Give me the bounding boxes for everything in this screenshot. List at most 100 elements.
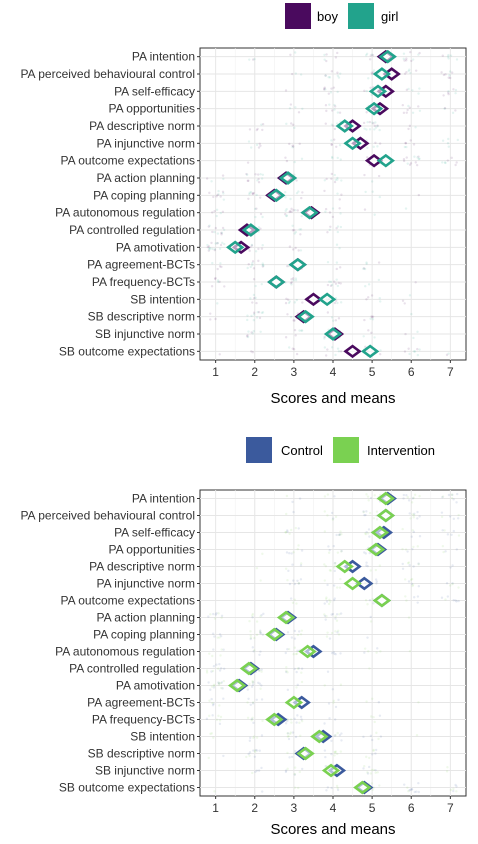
response-point xyxy=(363,651,366,654)
y-tick-label: SB injunctive norm xyxy=(95,764,195,778)
response-point xyxy=(299,228,303,231)
response-point xyxy=(251,351,255,354)
response-point xyxy=(260,177,264,180)
response-point xyxy=(401,527,404,531)
response-point xyxy=(295,352,299,356)
response-point xyxy=(369,569,372,572)
response-point xyxy=(299,249,303,252)
response-point xyxy=(451,111,455,115)
response-point xyxy=(402,57,405,61)
response-point xyxy=(373,494,376,497)
response-point xyxy=(336,230,340,234)
response-point xyxy=(336,731,339,735)
response-point xyxy=(331,319,335,322)
response-point xyxy=(441,529,444,532)
response-point xyxy=(366,772,370,775)
response-point xyxy=(324,207,328,211)
response-point xyxy=(447,90,450,93)
response-point xyxy=(452,789,455,793)
response-point xyxy=(403,350,407,353)
response-point xyxy=(338,207,341,210)
response-point xyxy=(411,547,414,551)
response-point xyxy=(339,282,342,285)
mean-marker-intervention xyxy=(265,627,284,642)
response-point xyxy=(365,700,368,703)
response-point xyxy=(212,736,215,739)
response-point xyxy=(211,654,214,658)
mean-marker-intervention xyxy=(376,508,395,523)
response-point xyxy=(369,772,373,775)
response-point xyxy=(246,335,250,339)
response-point xyxy=(413,350,417,353)
response-point xyxy=(373,720,376,724)
response-point xyxy=(447,53,450,57)
response-point xyxy=(328,76,332,79)
response-point xyxy=(364,284,367,288)
response-point xyxy=(368,535,371,538)
response-point xyxy=(257,669,261,672)
response-point xyxy=(323,602,326,605)
response-point xyxy=(337,533,341,537)
response-point xyxy=(410,59,413,63)
mean-marker-intervention xyxy=(265,712,284,727)
response-point xyxy=(374,126,378,129)
response-point xyxy=(445,353,449,357)
response-point xyxy=(297,581,301,585)
legend-label-girl: girl xyxy=(381,9,398,24)
response-point xyxy=(298,497,302,500)
response-point xyxy=(209,247,212,250)
response-point xyxy=(207,756,210,760)
y-tick-label: PA injunctive norm xyxy=(97,136,196,150)
response-point xyxy=(416,517,419,520)
response-point xyxy=(334,515,338,519)
response-point xyxy=(401,299,405,302)
response-point xyxy=(451,493,454,497)
mean-marker-intervention xyxy=(372,593,392,608)
response-point xyxy=(334,561,337,565)
response-point xyxy=(447,92,450,96)
response-point xyxy=(326,311,330,314)
response-point xyxy=(332,544,335,548)
response-point xyxy=(257,247,260,251)
response-point xyxy=(250,244,254,247)
response-point xyxy=(333,127,337,131)
response-point xyxy=(298,721,301,725)
response-point xyxy=(335,533,338,537)
response-point xyxy=(443,107,446,111)
response-point xyxy=(441,139,445,142)
response-point xyxy=(251,301,254,304)
response-point xyxy=(209,312,212,315)
response-point xyxy=(212,683,216,686)
response-point xyxy=(362,121,366,125)
response-point xyxy=(326,230,329,234)
response-point xyxy=(374,748,378,752)
response-point xyxy=(296,649,299,653)
response-point xyxy=(208,191,211,195)
response-point xyxy=(246,179,249,183)
response-point xyxy=(300,720,304,723)
response-point xyxy=(222,198,226,201)
response-point xyxy=(324,564,328,568)
response-point xyxy=(368,667,371,670)
response-point xyxy=(413,512,416,515)
response-point xyxy=(365,298,368,301)
response-point xyxy=(325,109,328,113)
response-point xyxy=(212,702,215,706)
legend-swatch-girl xyxy=(348,3,374,29)
y-tick-label: PA amotivation xyxy=(116,679,195,693)
response-point xyxy=(288,732,292,736)
response-point xyxy=(290,636,294,639)
response-point xyxy=(444,598,447,601)
response-point xyxy=(293,629,297,633)
response-point xyxy=(288,552,291,555)
response-point xyxy=(258,142,261,145)
response-point xyxy=(212,664,216,668)
response-point xyxy=(323,749,327,752)
response-point xyxy=(214,226,217,230)
response-point xyxy=(379,735,383,738)
response-point xyxy=(337,281,340,285)
response-point xyxy=(446,766,449,769)
response-point xyxy=(366,564,369,568)
response-point xyxy=(372,768,375,772)
response-point xyxy=(293,766,297,769)
